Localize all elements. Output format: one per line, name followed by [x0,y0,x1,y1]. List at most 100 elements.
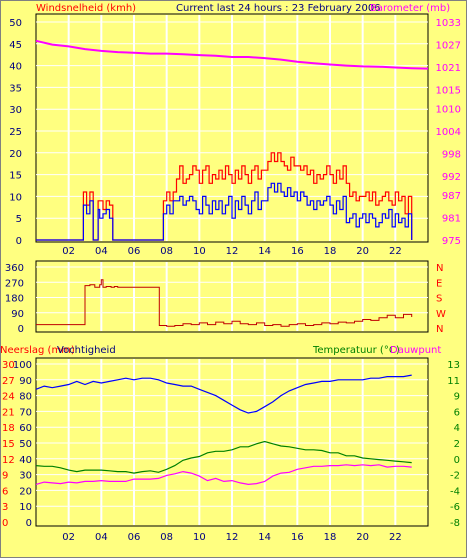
wind-y-tick-label: 10 [9,192,22,203]
wind-y-tick-label: 0 [16,236,22,247]
dewpoint-series [35,464,412,486]
x-tick-label: 20 [356,246,369,257]
barometer-y-tick-label: 987 [442,191,461,202]
temperature-y-tick-label: 13 [447,360,460,371]
humidity-y-tick-label: 30 [19,471,32,482]
x-tick-label: 16 [291,246,304,257]
rain-y-tick-label: 15 [2,439,15,450]
wind-y-tick-label: 5 [16,214,22,225]
x-tick-label: 18 [324,246,337,257]
x-tick-label: 20 [356,532,369,543]
temperature-series [35,440,412,474]
x-tick-label: 22 [389,246,402,257]
wind-direction-series [36,279,413,327]
barometer-y-tick-label: 1015 [436,86,461,97]
x-tick-label: 10 [193,532,206,543]
x-tick-label: 06 [128,532,141,543]
temperature-y-tick-label: 11 [447,376,460,387]
compass-tick-label: W [436,309,446,320]
compass-tick-label: E [436,278,442,289]
wind-y-tick-label: 45 [9,40,22,51]
humidity-axis-title: Vochtigheid [57,345,116,356]
barometer-y-tick-label: 1033 [436,18,461,29]
humidity-y-tick-label: 70 [19,407,32,418]
humidity-y-tick-label: 20 [19,486,32,497]
humidity-y-tick-label: 90 [19,376,32,387]
humidity-y-tick-label: 40 [19,455,32,466]
wind-y-tick-label: 40 [9,62,22,73]
wind-y-tick-label: 15 [9,171,22,182]
direction-y-tick-label: 270 [5,278,24,289]
barometer-y-tick-label: 1021 [436,63,461,74]
rain-y-tick-label: 21 [2,407,15,418]
direction-y-tick-label: 90 [11,309,24,320]
barometer-y-tick-label: 998 [442,150,461,161]
x-tick-label: 14 [258,532,271,543]
x-tick-label: 08 [160,246,173,257]
header-center-title: Current last 24 hours : 23 February 2006 [176,3,381,14]
direction-y-tick-label: 180 [5,294,24,305]
barometer-y-tick-label: 981 [442,213,461,224]
x-tick-label: 18 [324,532,337,543]
temperature-y-tick-label: -8 [450,518,460,529]
x-tick-label: 14 [258,246,271,257]
compass-tick-label: N [436,324,443,335]
direction-y-tick-label: 360 [5,263,24,274]
compass-tick-label: N [436,263,443,274]
humidity-y-tick-label: 0 [26,518,32,529]
temperature-y-tick-label: -6 [450,502,460,513]
rain-y-tick-label: 18 [2,423,15,434]
rain-y-tick-label: 27 [2,376,15,387]
x-tick-label: 02 [62,246,75,257]
wind-y-tick-label: 50 [9,18,22,29]
rain-y-tick-label: 12 [2,455,15,466]
humidity-series [35,374,412,414]
rain-y-tick-label: 3 [2,502,8,513]
wind-gust-series [36,152,413,241]
wind-y-tick-label: 25 [9,127,22,138]
x-tick-label: 08 [160,532,173,543]
data-layer [35,39,429,486]
header-left-title: Windsnelheid (kmh) [36,3,136,14]
x-tick-label: 12 [226,246,239,257]
x-tick-label: 02 [62,532,75,543]
rain-y-tick-label: 0 [2,518,8,529]
compass-tick-label: S [436,294,442,305]
wind-y-tick-label: 20 [9,149,22,160]
barometer-y-tick-label: 1010 [436,104,461,115]
barometer-y-tick-label: 975 [442,236,461,247]
wind-avg-series [36,182,413,241]
humidity-y-tick-label: 50 [19,439,32,450]
x-tick-label: 06 [128,246,141,257]
x-tick-label: 12 [226,532,239,543]
x-tick-label: 04 [95,246,108,257]
wind-y-tick-label: 35 [9,83,22,94]
rain-axis-title: Neerslag (mm) [0,345,75,356]
rain-y-tick-label: 9 [2,471,8,482]
rain-y-tick-label: 24 [2,392,15,403]
direction-y-tick-label: 0 [18,324,24,335]
rain-y-tick-label: 6 [2,486,8,497]
humidity-y-tick-label: 100 [13,360,32,371]
header-right-title: Barometer (mb) [370,3,450,14]
x-tick-label: 22 [389,532,402,543]
temperature-y-tick-label: -2 [450,471,460,482]
barometer-series [35,39,429,70]
humidity-y-tick-label: 60 [19,423,32,434]
label-layer: Windsnelheid (kmh) Current last 24 hours… [0,3,461,543]
wind-y-tick-label: 30 [9,105,22,116]
temperature-y-tick-label: 4 [454,423,460,434]
x-tick-label: 10 [193,246,206,257]
temperature-y-tick-label: 9 [454,392,460,403]
temperature-y-tick-label: 0 [454,455,460,466]
rain-y-tick-label: 30 [2,360,15,371]
humidity-y-tick-label: 80 [19,392,32,403]
temperature-axis-title: Temperatuur (°C) [312,345,400,356]
temperature-y-tick-label: -4 [450,486,460,497]
barometer-y-tick-label: 992 [442,172,461,183]
barometer-y-tick-label: 1027 [436,41,461,52]
x-tick-label: 04 [95,532,108,543]
barometer-y-tick-label: 1004 [436,127,461,138]
x-tick-label: 16 [291,532,304,543]
